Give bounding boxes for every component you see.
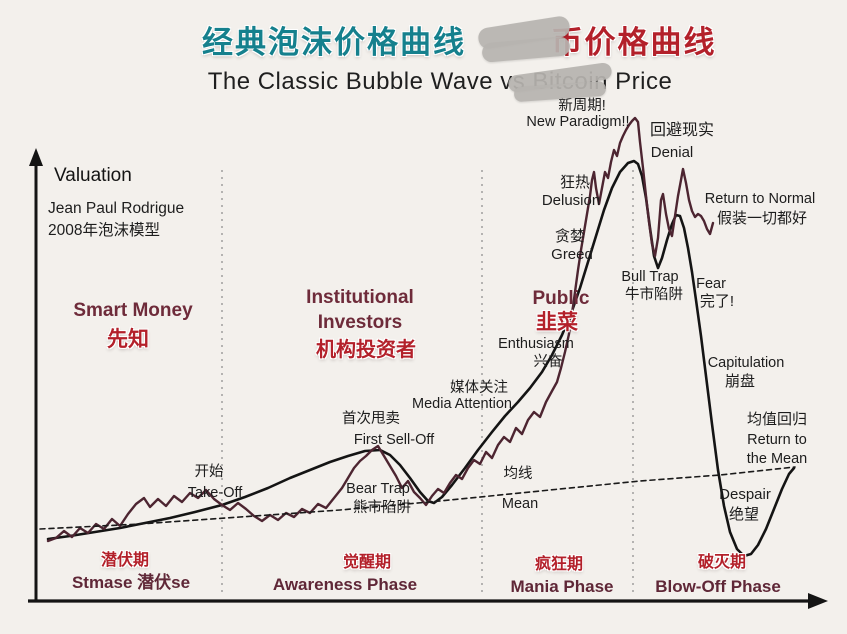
bubble-curve — [46, 159, 796, 558]
phase-blowoff-zh: 破灭期 — [697, 554, 747, 571]
ann-enthusiasm-en: Enthusiasm — [498, 336, 574, 352]
ann-media-attention-en: Media Attention — [412, 396, 512, 412]
ann-fear-en: Fear — [696, 276, 726, 292]
ann-return-to-normal-en: Return to Normal — [704, 191, 816, 207]
ann-first-sell-off-zh: 首次甩卖 — [342, 411, 400, 427]
phase-mania-en: Mania Phase — [510, 577, 614, 596]
phase-stealth-en: Stmase 潜伏se — [71, 573, 191, 592]
phase-awareness-zh: 觉醒期 — [342, 554, 392, 571]
ann-return-to-mean-zh: 均值回归 — [746, 411, 808, 428]
ann-first-sell-off-en: First Sell-Off — [353, 432, 435, 448]
y-axis-label: Valuation — [54, 165, 132, 186]
title-zh-price: 币价格曲线 — [551, 25, 717, 60]
ann-new-paradigm-en: New Paradigm!! — [526, 114, 630, 130]
ann-take-off-en: Take-Off — [187, 485, 243, 501]
phase-divider-lines — [221, 170, 634, 596]
phase-blowoff-en: Blow-Off Phase — [655, 577, 781, 596]
phase-awareness-en: Awareness Phase — [272, 575, 418, 594]
phase-mania-zh: 疯狂期 — [534, 556, 584, 573]
ann-return-to-mean-en2: the Mean — [746, 450, 808, 467]
ann-capitulation-zh: 崩盘 — [724, 373, 756, 390]
ann-return-to-mean-en1: Return to — [747, 432, 807, 448]
title-zh-classic: 经典泡沫价格曲线 — [202, 25, 466, 60]
ann-bear-trap-zh: 熊市陷阱 — [353, 500, 411, 516]
curve-series — [39, 116, 796, 558]
ann-mean-en: Mean — [501, 496, 539, 512]
ann-greed-en: Greed — [551, 246, 593, 263]
credit-author: Jean Paul Rodrigue — [48, 200, 185, 217]
ann-return-to-normal-zh: 假装一切都好 — [716, 210, 808, 227]
ann-new-paradigm-zh: 新周期! — [558, 98, 606, 114]
ann-delusion-zh: 狂热 — [559, 174, 591, 191]
stage-institutional-en2: Investors — [317, 311, 403, 333]
stage-smart-money-zh: 先知 — [107, 328, 149, 351]
y-axis-arrow-icon — [29, 148, 43, 166]
ann-fear-zh: 完了! — [699, 293, 735, 310]
price-curve — [46, 116, 715, 543]
ann-media-attention-zh: 媒体关注 — [450, 380, 508, 396]
stage-smart-money-en: Smart Money — [73, 300, 193, 321]
ann-greed-zh: 贪婪 — [554, 228, 586, 245]
ann-take-off-zh: 开始 — [194, 464, 224, 480]
ann-capitulation-en: Capitulation — [707, 355, 785, 371]
ann-despair-zh: 绝望 — [728, 506, 760, 523]
ann-bull-trap-en: Bull Trap — [621, 269, 679, 285]
mean-line — [39, 466, 796, 530]
ann-bull-trap-zh: 牛市陷阱 — [625, 287, 683, 303]
x-axis-arrow-icon — [808, 593, 828, 609]
credit-model: 2008年泡沫模型 — [48, 222, 160, 240]
stage-public-en: Public — [532, 288, 590, 309]
ann-denial-zh: 回避现实 — [649, 122, 715, 139]
ann-denial-en: Denial — [650, 144, 694, 161]
stage-institutional-en1: Institutional — [306, 287, 414, 308]
ann-despair-en: Despair — [719, 486, 771, 503]
stage-institutional-zh: 机构投资者 — [316, 339, 416, 361]
stage-public-zh: 韭菜 — [536, 311, 578, 334]
ann-enthusiasm-zh: 兴奋 — [533, 354, 563, 370]
phase-stealth-zh: 潜伏期 — [100, 552, 150, 569]
ann-mean-zh: 均线 — [503, 466, 533, 482]
ann-bear-trap-en: Bear Trap — [346, 481, 410, 497]
ann-delusion-en: Delusion — [541, 192, 601, 209]
